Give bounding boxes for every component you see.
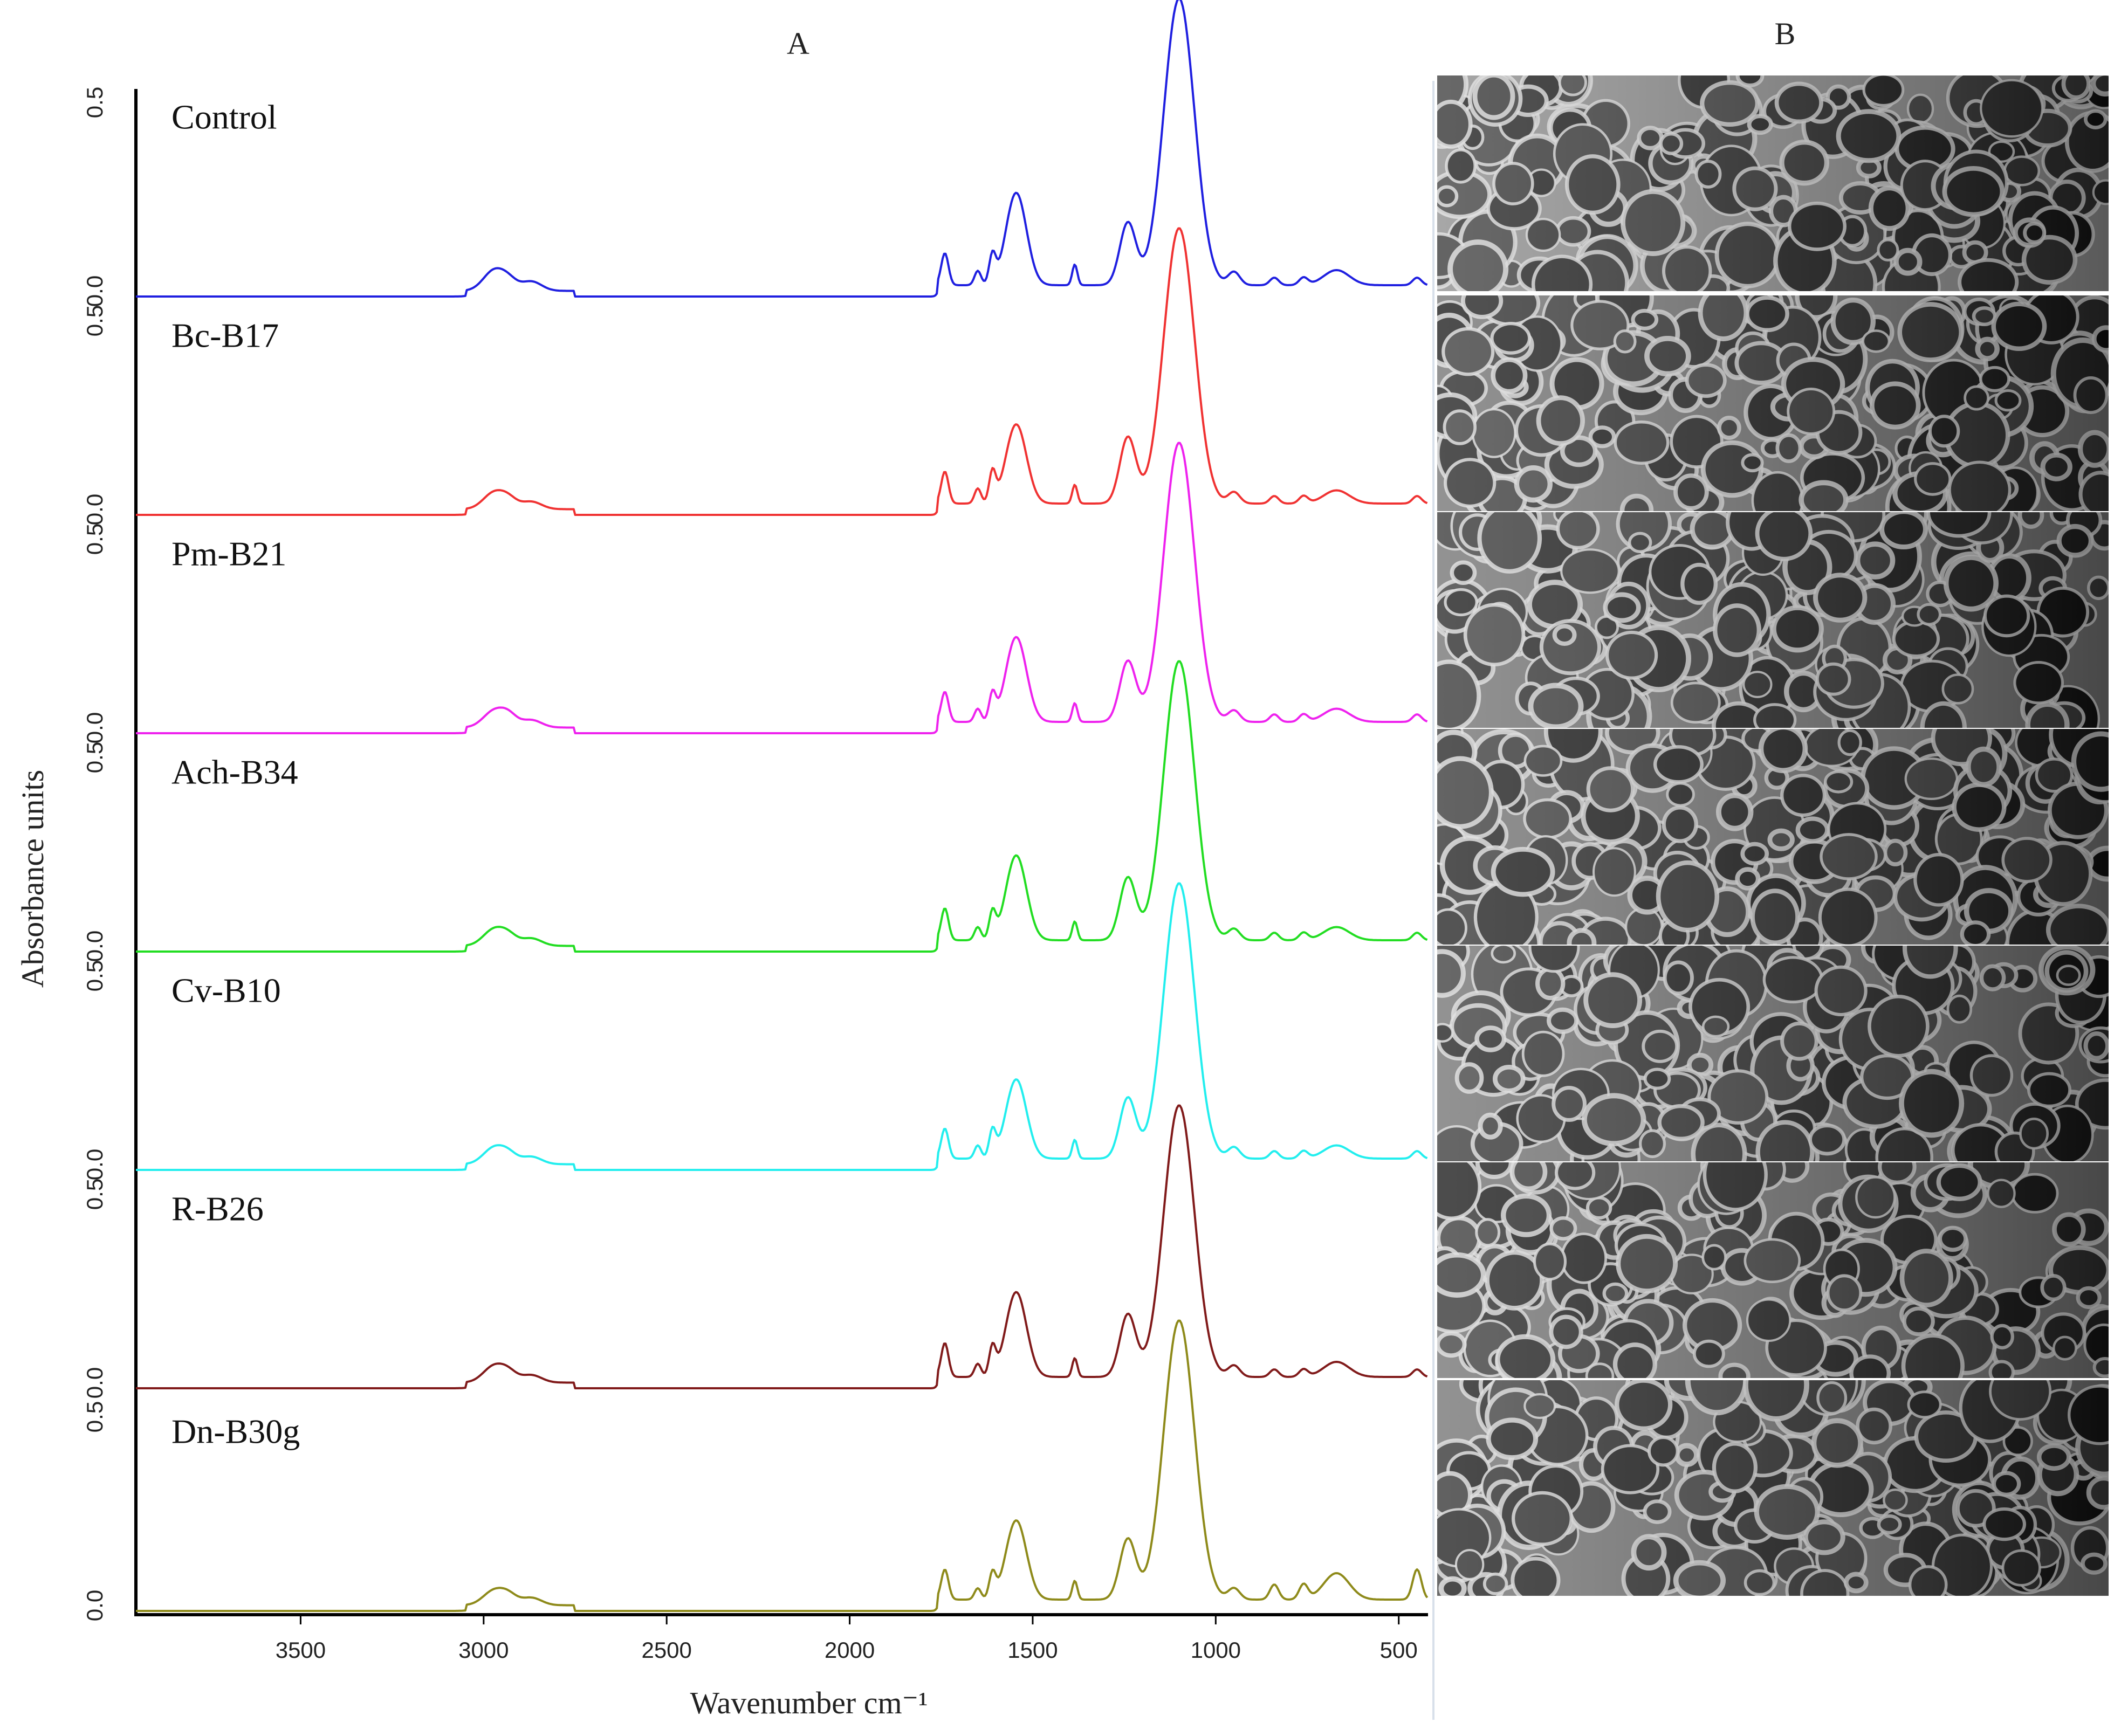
- sem-micrograph: [1437, 946, 2109, 1161]
- y-tick-label: 0.0: [82, 1367, 107, 1399]
- sem-micrograph: [1437, 75, 2109, 291]
- y-tick-label: 0.0: [82, 275, 107, 307]
- spectrum-line-r-b26: [136, 1104, 1428, 1389]
- x-tick-label: 2000: [825, 1637, 875, 1663]
- y-tick-label: 0.5: [82, 523, 107, 555]
- sem-micrograph: [1437, 1162, 2109, 1378]
- sem-micrograph: [1437, 512, 2109, 728]
- x-tick-label: 1000: [1191, 1637, 1241, 1663]
- x-tick-label: 2500: [641, 1637, 691, 1663]
- y-tick-label: 0.5: [82, 1179, 107, 1210]
- series-label: Control: [171, 98, 277, 136]
- x-tick-label: 1500: [1007, 1637, 1058, 1663]
- sem-foam-texture: [1437, 946, 2109, 1161]
- series-label: Cv-B10: [171, 972, 281, 1010]
- series-label: Dn-B30g: [171, 1413, 300, 1451]
- series-label: R-B26: [171, 1190, 264, 1228]
- y-tick-label: 0.5: [82, 1401, 107, 1432]
- series-label: Ach-B34: [171, 753, 298, 791]
- spectrum-line-ach-b34: [136, 660, 1428, 953]
- y-tick-label: 0.0: [82, 1149, 107, 1180]
- y-tick-label: 0.5: [82, 305, 107, 336]
- sem-foam-texture: [1437, 75, 2109, 291]
- panel-b-label: B: [1775, 16, 1796, 51]
- y-tick-label: 0.5: [82, 87, 107, 118]
- sem-micrograph: [1437, 729, 2109, 945]
- y-tick-label: 0.0: [82, 494, 107, 525]
- series-label: Bc-B17: [171, 316, 279, 355]
- sem-micrograph: [1437, 295, 2109, 511]
- sem-foam-texture: [1437, 729, 2109, 945]
- spectrum-line-pm-b21: [136, 442, 1428, 734]
- series-label: Pm-B21: [171, 535, 286, 573]
- sem-foam-texture: [1437, 1162, 2109, 1378]
- y-tick-label: 0.0: [82, 931, 107, 962]
- sem-foam-texture: [1437, 512, 2109, 728]
- sem-foam-texture: [1437, 1380, 2109, 1596]
- x-axis-label: Wavenumber cm⁻¹: [690, 1685, 928, 1720]
- y-axis-label: Absorbance units: [15, 770, 50, 988]
- x-tick-label: 3500: [276, 1637, 326, 1663]
- y-tick-label: 0.5: [82, 960, 107, 991]
- spectrum-line-control: [136, 0, 1428, 298]
- sem-foam-texture: [1437, 295, 2109, 511]
- y-tick-label: 0.5: [82, 742, 107, 773]
- spectrum-line-bc-b17: [136, 227, 1428, 516]
- x-tick-label: 3000: [458, 1637, 509, 1663]
- spectrum-line-dn-b30g: [136, 1319, 1429, 1612]
- panel-a-label: A: [787, 26, 809, 61]
- y-tick-label: 0.0: [82, 712, 107, 743]
- x-tick-label: 500: [1380, 1637, 1418, 1663]
- sem-micrograph: [1437, 1380, 2109, 1596]
- spectrum-line-cv-b10: [136, 882, 1428, 1171]
- y-tick-label: 0.0: [82, 1590, 107, 1621]
